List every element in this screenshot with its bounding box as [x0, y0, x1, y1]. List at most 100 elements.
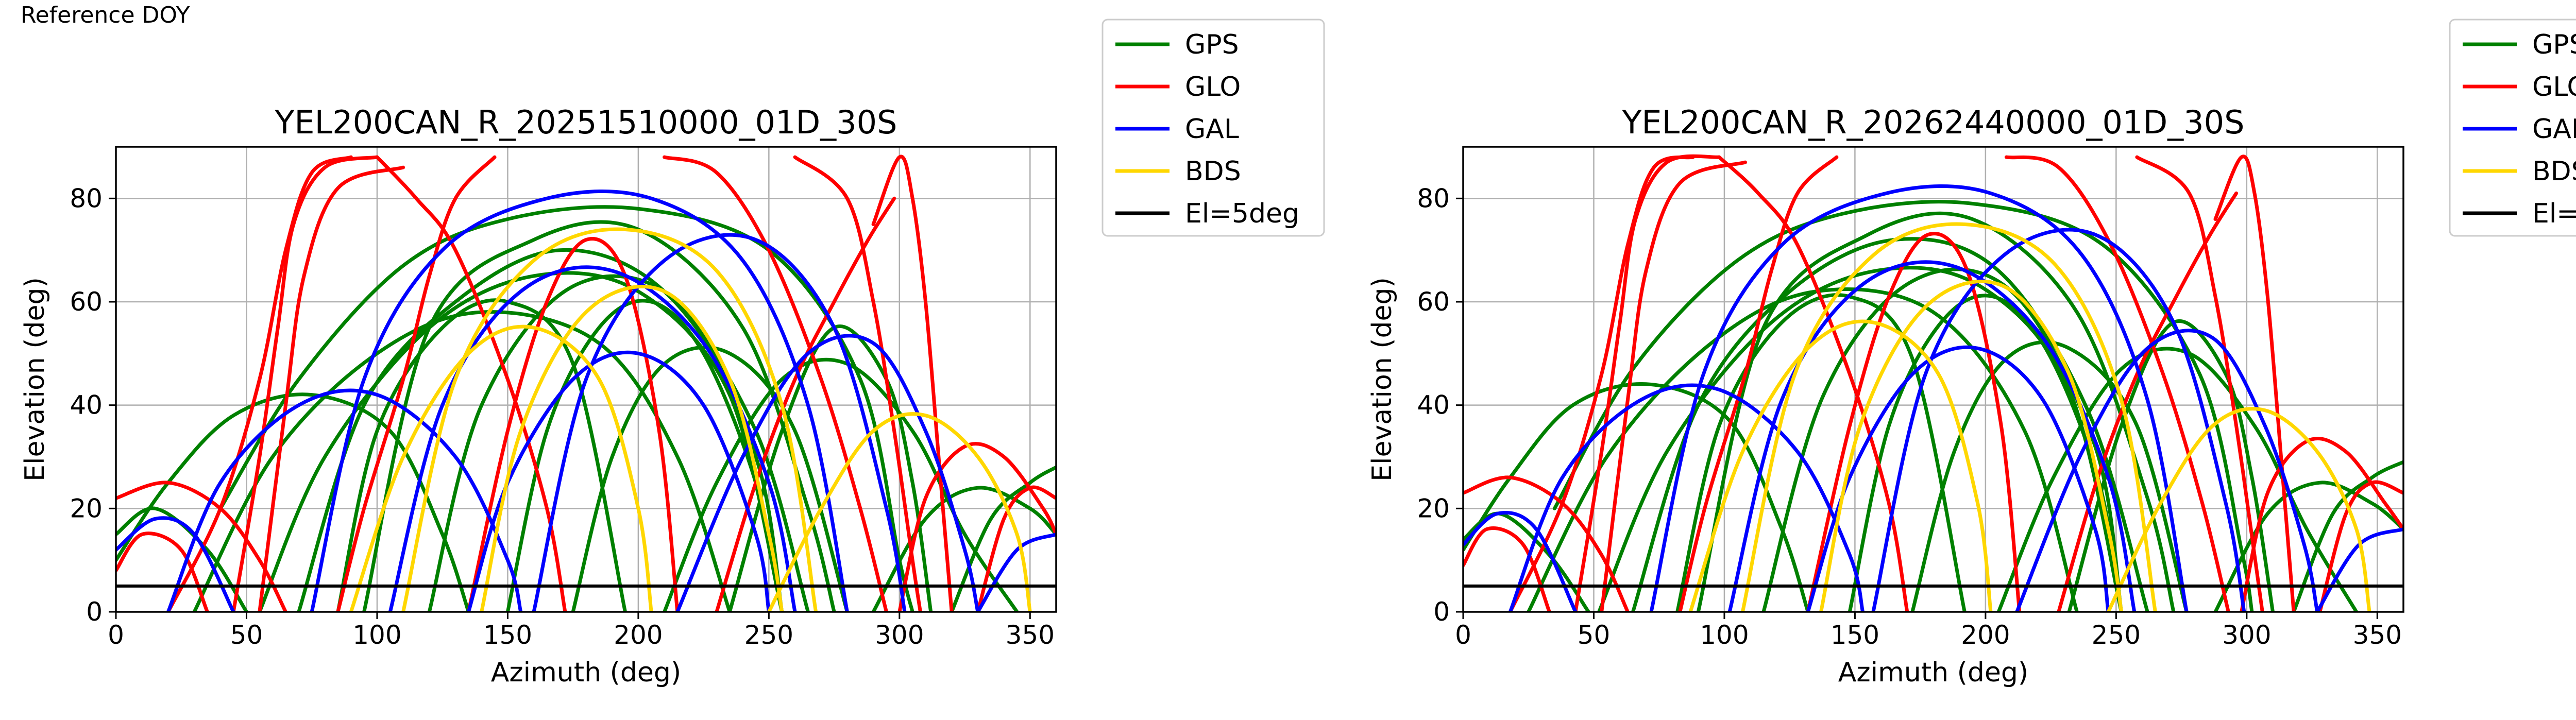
series-bds-track [2106, 407, 2371, 612]
series-gal-track [310, 190, 849, 612]
series-gal-track [532, 233, 907, 612]
y-tick-label: 80 [70, 183, 103, 213]
legend-label-gal: GAL [2532, 114, 2576, 145]
x-axis-label: Azimuth (deg) [491, 657, 681, 688]
series-gps-track [2067, 319, 2275, 612]
series-glo-track [1806, 232, 2022, 612]
x-tick-label: 150 [483, 620, 532, 650]
y-tick-label: 0 [1433, 597, 1450, 627]
series-gal-track [1649, 184, 2189, 612]
y-axis-label: Elevation (deg) [20, 277, 50, 482]
legend-box [1101, 19, 1325, 237]
legend: GPS GLO GAL BDS El=5deg [2449, 19, 2576, 237]
series-gal-track [2315, 527, 2403, 612]
series-glo-track [2057, 191, 2239, 612]
legend-label-gps: GPS [1185, 29, 1239, 60]
y-tick-label: 40 [70, 390, 103, 420]
series-glo-track [1463, 526, 1551, 612]
x-tick-label: 0 [108, 620, 124, 650]
series-glo-track [2240, 437, 2403, 612]
series-glo-track [336, 155, 497, 612]
x-tick-label: 300 [875, 620, 924, 650]
series-gps-track [571, 345, 849, 612]
series-gps-track [950, 465, 1056, 612]
series-glo-track [1600, 160, 1747, 612]
series-gps-track [427, 274, 784, 612]
series-gal-track [166, 388, 523, 612]
x-tick-label: 100 [352, 620, 401, 650]
series-gps-track [1675, 293, 1967, 612]
y-axis-label: Elevation (deg) [1367, 277, 1398, 482]
legend: GPS GLO GAL BDS El=5deg [1101, 19, 1325, 237]
series-gps-track [258, 271, 784, 612]
series-gps-track [362, 220, 836, 612]
x-axis-label: Azimuth (deg) [1838, 657, 2028, 688]
y-tick-label: 0 [86, 597, 103, 627]
series-glo-track [715, 196, 896, 612]
series-glo-track [976, 485, 1056, 612]
series-glo-track [871, 155, 954, 612]
series-bds-track [767, 412, 1032, 612]
series-gal-track [116, 516, 235, 612]
legend-label-gal: GAL [1185, 114, 1239, 145]
y-tick-label: 20 [1417, 493, 1450, 523]
legend-label-bds: BDS [1185, 156, 1241, 187]
series-gps-track [2292, 460, 2403, 612]
series-gps-track [218, 205, 914, 612]
series-gal-track [976, 533, 1056, 612]
series-gps-track [2213, 481, 2403, 612]
x-tick-label: 250 [2092, 620, 2141, 650]
series-gps-track [297, 248, 810, 612]
series-glo-track [793, 155, 922, 612]
series-glo-track [2318, 480, 2403, 612]
x-tick-label: 200 [1961, 620, 2010, 650]
series-bds-track [480, 284, 784, 612]
series-glo-track [2135, 155, 2264, 612]
legend-label-el-5deg: El=5deg [1185, 198, 1299, 229]
x-tick-label: 350 [1006, 620, 1055, 650]
x-tick-label: 350 [2353, 620, 2402, 650]
series-gps-track [1696, 211, 2176, 612]
series-gps-track [1910, 340, 2189, 612]
series-gal-track [388, 265, 797, 612]
series-glo-track [1678, 155, 1839, 612]
x-tick-label: 300 [2222, 620, 2271, 650]
series-glo-track [258, 165, 405, 612]
series-glo-track [2004, 155, 2230, 612]
x-tick-label: 50 [230, 620, 263, 650]
plot-frame [1462, 146, 2404, 613]
series-glo-track [663, 155, 888, 612]
series-gal-track [1806, 345, 2110, 612]
x-tick-label: 0 [1455, 620, 1471, 650]
series-glo-track [1508, 155, 1695, 612]
series-gal-track [1508, 383, 1865, 612]
series-glo-track [1717, 155, 1909, 612]
series-gps-track [336, 298, 627, 612]
reference-doy-label: Reference DOY [21, 2, 190, 28]
series-gal-track [1871, 228, 2246, 612]
y-tick-label: 20 [70, 493, 103, 523]
legend-label-glo: GLO [2532, 72, 2576, 102]
legend-label-gps: GPS [2532, 29, 2576, 60]
series-glo-track [1573, 154, 1721, 612]
x-tick-label: 250 [744, 620, 793, 650]
series-glo-track [166, 155, 353, 612]
x-tick-label: 150 [1831, 620, 1879, 650]
series-bds-track [1819, 279, 2123, 612]
legend-label-bds: BDS [2532, 156, 2576, 187]
series-glo-track [2213, 155, 2296, 612]
series-bds-track [349, 324, 653, 612]
series-bds-track [1740, 222, 2157, 612]
series-gal-track [675, 334, 980, 612]
series-glo-track [231, 155, 379, 612]
series-bds-track [401, 227, 818, 612]
series-glo-track [466, 237, 680, 612]
y-tick-label: 60 [1417, 287, 1450, 317]
chart-title: YEL200CAN_R_20262440000_01D_30S [1622, 104, 2245, 141]
plot-area [116, 155, 1056, 612]
plot-frame [115, 146, 1057, 613]
x-tick-label: 200 [614, 620, 663, 650]
series-gal-track [1463, 511, 1578, 612]
plot-area [1463, 154, 2403, 612]
